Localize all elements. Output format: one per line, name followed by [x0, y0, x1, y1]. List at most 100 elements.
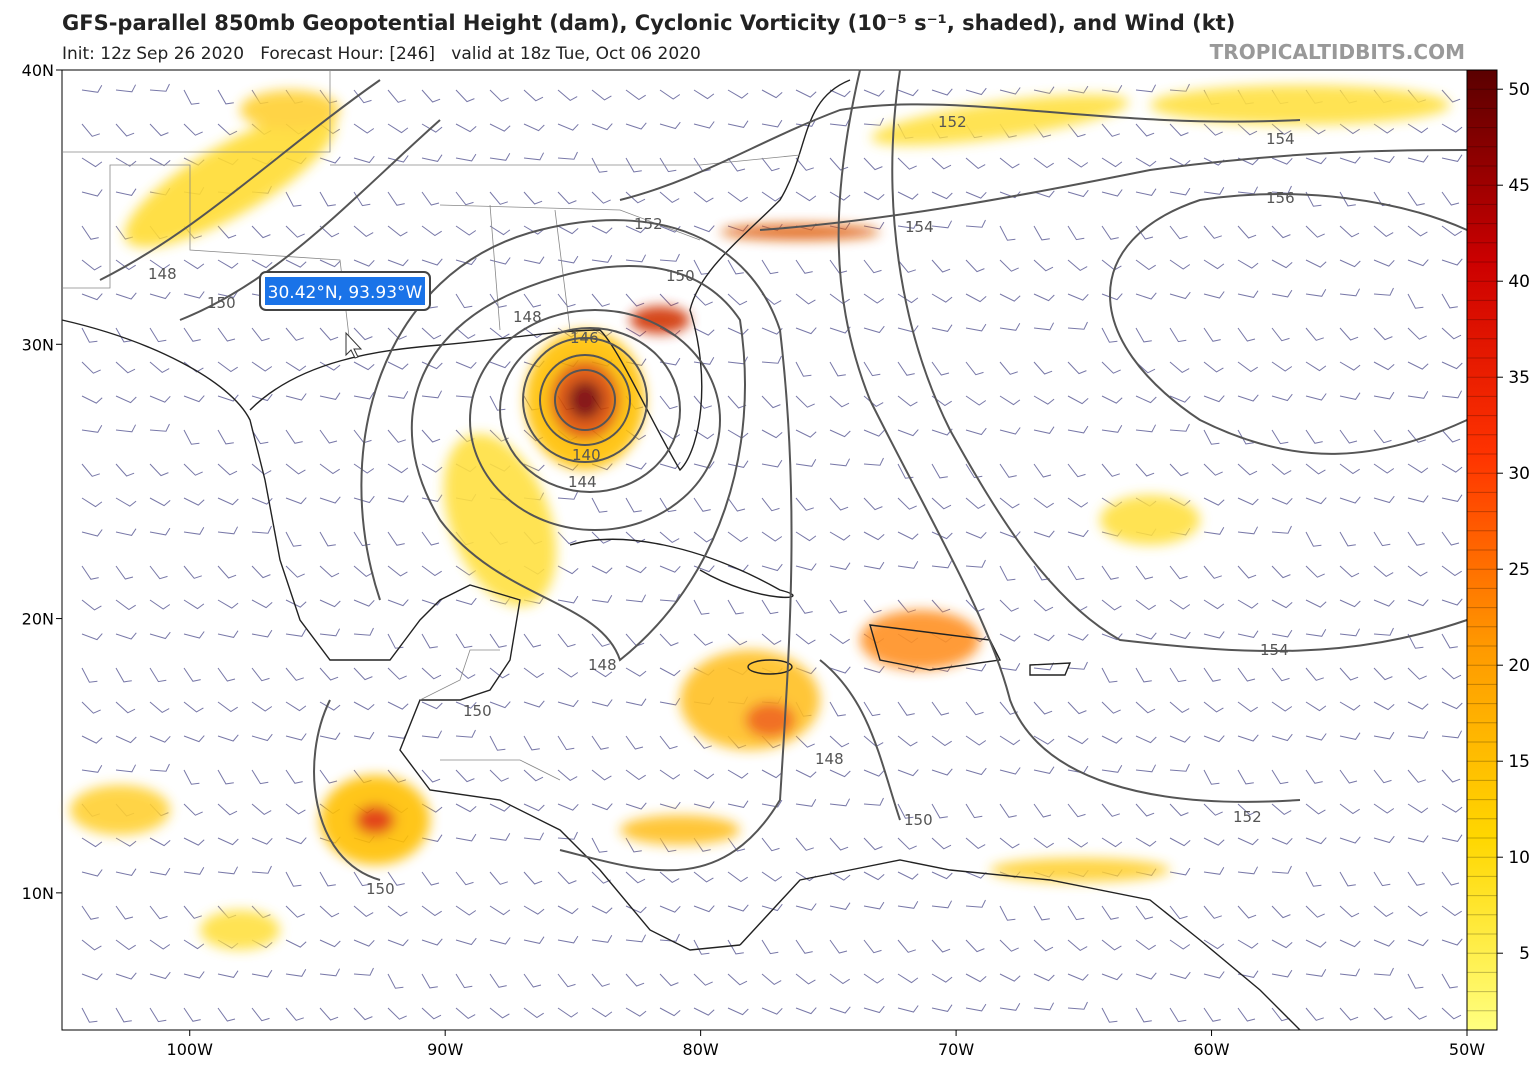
- wind-barb: [387, 123, 409, 134]
- contour-label: 140: [572, 446, 601, 464]
- wind-barb: [1101, 633, 1123, 641]
- wind-barb: [1441, 905, 1462, 917]
- wind-barb: [1441, 429, 1461, 443]
- wind-barb: [693, 905, 715, 913]
- wind-barb: [1033, 662, 1055, 671]
- wind-barb: [931, 871, 953, 880]
- lon-tick-label: 70W: [938, 1040, 974, 1059]
- wind-barb: [1407, 495, 1429, 503]
- wind-barb: [727, 871, 748, 883]
- wind-barb: [1339, 732, 1361, 740]
- wind-barb: [897, 871, 919, 880]
- contour-label: 148: [815, 750, 844, 768]
- wind-barb: [761, 973, 782, 986]
- wind-barb: [557, 699, 579, 708]
- wind-barb: [795, 735, 815, 748]
- wind-barb: [863, 561, 885, 570]
- wind-barb: [965, 323, 987, 332]
- wind-barb: [523, 667, 544, 679]
- wind-barb: [625, 802, 647, 810]
- wind-barb: [965, 463, 983, 479]
- wind-barb: [1203, 429, 1220, 445]
- wind-barb: [557, 633, 576, 648]
- wind-barb: [761, 429, 783, 439]
- wind-barb: [659, 769, 681, 780]
- wind-barb: [693, 225, 715, 233]
- wind-barb: [1441, 225, 1462, 237]
- wind-barb: [659, 735, 678, 750]
- wind-barb: [353, 495, 375, 504]
- wind-barb: [1135, 667, 1152, 683]
- wind-barb: [149, 157, 171, 167]
- wind-barb: [761, 355, 782, 364]
- wind-barb: [591, 905, 613, 914]
- wind-barb: [931, 973, 953, 983]
- wind-barb: [591, 803, 613, 811]
- wind-barb: [1203, 735, 1225, 743]
- wind-barb: [999, 191, 1021, 199]
- wind-barb: [897, 259, 916, 273]
- wind-barb: [115, 764, 137, 773]
- wind-barb: [1067, 293, 1089, 301]
- wind-barb: [591, 633, 610, 647]
- wind-barb: [1033, 735, 1055, 745]
- wind-barb: [455, 803, 477, 813]
- wind-barb: [829, 599, 848, 614]
- wind-barb: [795, 459, 817, 467]
- wind-barb: [863, 973, 885, 984]
- wind-barb: [183, 123, 203, 136]
- wind-barb: [1271, 289, 1293, 298]
- wind-barb: [1067, 633, 1089, 641]
- wind-barb: [183, 291, 205, 299]
- wind-barb: [795, 837, 814, 851]
- wind-barb: [693, 497, 711, 512]
- wind-barb: [1305, 803, 1326, 815]
- wind-barb: [761, 497, 780, 512]
- wind-barb: [387, 361, 409, 370]
- wind-barb: [1169, 905, 1188, 920]
- wind-barb: [897, 701, 915, 716]
- wind-barb: [1441, 494, 1463, 502]
- wind-barb: [319, 496, 341, 504]
- wind-barb: [251, 803, 272, 816]
- wind-barb: [1271, 259, 1293, 269]
- wind-barb: [1101, 293, 1123, 301]
- wind-barb: [659, 157, 677, 173]
- wind-barb: [421, 154, 443, 162]
- wind-barb: [1237, 526, 1259, 535]
- wind-barb: [761, 395, 781, 409]
- wind-barb: [659, 497, 677, 513]
- wind-barb: [1407, 769, 1426, 783]
- wind-barb: [625, 191, 646, 204]
- wind-barb: [115, 972, 137, 980]
- wind-barb: [863, 701, 881, 717]
- wind-barb: [897, 429, 919, 437]
- wind-barb: [897, 561, 919, 569]
- wind-barb: [693, 395, 712, 409]
- wind-barb: [1407, 565, 1428, 577]
- wind-barb: [863, 531, 885, 541]
- wind-barb: [1237, 259, 1259, 269]
- wind-barb: [999, 735, 1021, 746]
- wind-barb: [659, 633, 679, 647]
- wind-barb: [693, 531, 714, 543]
- wind-barb: [1237, 667, 1256, 682]
- wind-barb: [1067, 803, 1086, 818]
- wind-barb: [1407, 155, 1429, 163]
- wind-barb: [421, 701, 443, 710]
- wind-barb: [829, 497, 849, 511]
- wind-barb: [1203, 701, 1224, 713]
- wind-barb: [285, 463, 306, 475]
- wind-barb: [829, 531, 851, 541]
- wind-barb: [285, 565, 305, 578]
- wind-barb: [1339, 565, 1360, 578]
- wind-barb: [999, 1003, 1021, 1011]
- wind-barb: [965, 427, 987, 436]
- wind-barb: [931, 735, 952, 747]
- wind-barb: [965, 259, 985, 273]
- wind-barb: [965, 871, 987, 879]
- wind-barb: [625, 769, 646, 781]
- lon-tick-label: 80W: [683, 1040, 719, 1059]
- wind-barb: [591, 123, 613, 131]
- wind-barb: [285, 497, 307, 505]
